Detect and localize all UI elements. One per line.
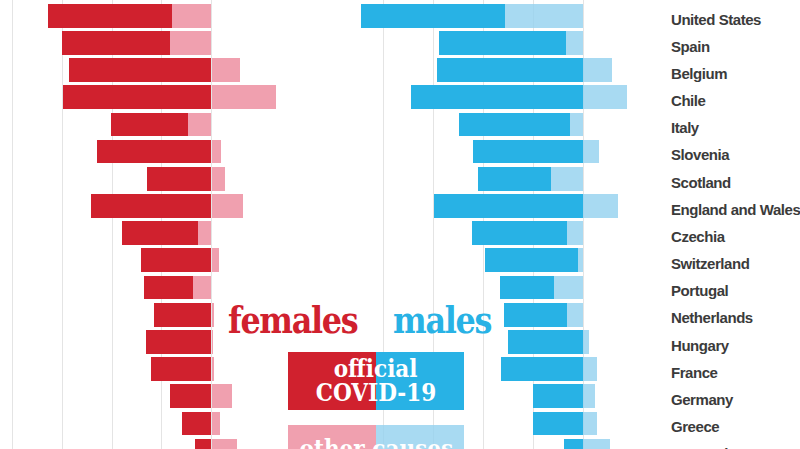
- bar-male-other-Germany: [583, 384, 595, 408]
- bar-female-official-Switzerland: [141, 248, 211, 272]
- bar-female-official-Portugal: [144, 276, 193, 300]
- bar-female-official-Chile: [63, 85, 211, 109]
- bar-female-official-Spain: [62, 31, 170, 55]
- bar-male-other-Greece: [583, 412, 597, 436]
- bar-female-other-Portugal: [193, 276, 212, 300]
- legend-official-covid: official COVID-19: [288, 352, 464, 410]
- bar-male-other-Switzerland: [578, 248, 584, 272]
- gridline: [12, 0, 13, 449]
- legend-official-text: official COVID-19: [288, 352, 464, 410]
- bar-male-official-Greece: [533, 412, 583, 436]
- bar-female-other-Spain: [170, 31, 212, 55]
- bar-male-other-England and Wales: [583, 194, 618, 218]
- bar-male-official-Spain: [439, 31, 567, 55]
- legend-other-line: other causes: [299, 437, 453, 449]
- bar-male-other-Denmark: [583, 439, 610, 449]
- bar-female-official-Greece: [182, 412, 211, 436]
- country-label-Belgium: Belgium: [671, 65, 727, 82]
- legend-other-causes: other causes: [288, 425, 464, 449]
- country-label-Czechia: Czechia: [671, 228, 725, 245]
- country-label-Denmark: Denmark: [671, 445, 732, 449]
- gridline: [62, 0, 63, 449]
- country-label-Italy: Italy: [671, 119, 699, 136]
- bar-male-official-Chile: [411, 85, 584, 109]
- country-label-Switzerland: Switzerland: [671, 255, 749, 272]
- bar-female-other-Czechia: [198, 221, 212, 245]
- bar-male-other-Belgium: [583, 58, 612, 82]
- country-label-Germany: Germany: [671, 391, 733, 408]
- country-label-Chile: Chile: [671, 92, 705, 109]
- bar-female-official-England and Wales: [91, 194, 212, 218]
- country-label-Portugal: Portugal: [671, 282, 728, 299]
- bar-male-other-Scotland: [551, 167, 583, 191]
- legend-other-text: other causes: [288, 425, 464, 449]
- bar-female-other-Chile: [212, 85, 276, 109]
- country-label-England and Wales: England and Wales: [671, 201, 800, 218]
- bar-male-official-United States: [361, 4, 505, 28]
- bar-male-other-Spain: [566, 31, 583, 55]
- bar-male-official-Scotland: [478, 167, 552, 191]
- bar-male-other-Netherlands: [567, 303, 583, 327]
- females-group-label: females: [228, 298, 357, 342]
- bar-female-other-England and Wales: [212, 194, 243, 218]
- country-label-France: France: [671, 364, 718, 381]
- bar-female-official-Denmark: [195, 439, 211, 449]
- bar-female-official-Slovenia: [97, 140, 212, 164]
- bar-male-other-Chile: [583, 85, 627, 109]
- bar-male-other-Portugal: [554, 276, 583, 300]
- bar-female-other-Belgium: [212, 58, 240, 82]
- bar-female-other-Slovenia: [212, 140, 221, 164]
- bar-female-other-United States: [172, 4, 211, 28]
- bar-male-official-Italy: [459, 113, 570, 137]
- bar-female-other-France: [212, 357, 214, 381]
- bar-female-official-Netherlands: [154, 303, 212, 327]
- bar-male-official-Czechia: [472, 221, 567, 245]
- country-label-Netherlands: Netherlands: [671, 309, 753, 326]
- bar-female-official-Scotland: [147, 167, 212, 191]
- excess-mortality-chart: United States Spain Belgium Chile Italy Slove…: [0, 0, 800, 449]
- bar-male-official-Germany: [533, 384, 584, 408]
- bar-female-other-Hungary: [212, 330, 214, 354]
- bar-female-official-Germany: [170, 384, 211, 408]
- bar-female-other-Denmark: [212, 439, 238, 449]
- bar-male-other-Italy: [570, 113, 584, 137]
- bar-female-official-Italy: [111, 113, 189, 137]
- bar-male-other-Hungary: [583, 330, 589, 354]
- bar-male-official-Switzerland: [485, 248, 578, 272]
- bar-male-official-Netherlands: [504, 303, 568, 327]
- country-label-Slovenia: Slovenia: [671, 146, 729, 163]
- bar-male-other-Czechia: [567, 221, 583, 245]
- males-group-label: males: [393, 298, 491, 342]
- bar-male-official-England and Wales: [434, 194, 584, 218]
- country-label-Greece: Greece: [671, 418, 719, 435]
- country-label-United States: United States: [671, 11, 761, 28]
- bar-female-other-Greece: [212, 412, 220, 436]
- bar-female-other-Switzerland: [212, 248, 220, 272]
- bar-male-other-France: [583, 357, 597, 381]
- country-label-Scotland: Scotland: [671, 174, 731, 191]
- bar-male-official-Belgium: [437, 58, 584, 82]
- bar-male-other-United States: [505, 4, 583, 28]
- bar-female-official-Belgium: [69, 58, 212, 82]
- bar-male-official-Hungary: [508, 330, 583, 354]
- bar-male-official-Denmark: [564, 439, 584, 449]
- bar-female-other-Netherlands: [212, 303, 214, 327]
- country-label-Hungary: Hungary: [671, 337, 729, 354]
- bar-female-official-United States: [48, 4, 172, 28]
- bar-female-other-Germany: [212, 384, 232, 408]
- legend-official-line2: COVID-19: [316, 381, 437, 405]
- bar-female-other-Scotland: [212, 167, 225, 191]
- bar-female-official-Czechia: [122, 221, 198, 245]
- bar-female-official-Hungary: [146, 330, 212, 354]
- country-label-Spain: Spain: [671, 38, 710, 55]
- bar-male-official-Portugal: [500, 276, 555, 300]
- bar-male-official-France: [501, 357, 583, 381]
- bar-male-other-Slovenia: [583, 140, 599, 164]
- bar-female-other-Italy: [188, 113, 211, 137]
- bar-male-official-Slovenia: [473, 140, 583, 164]
- bar-female-official-France: [151, 357, 212, 381]
